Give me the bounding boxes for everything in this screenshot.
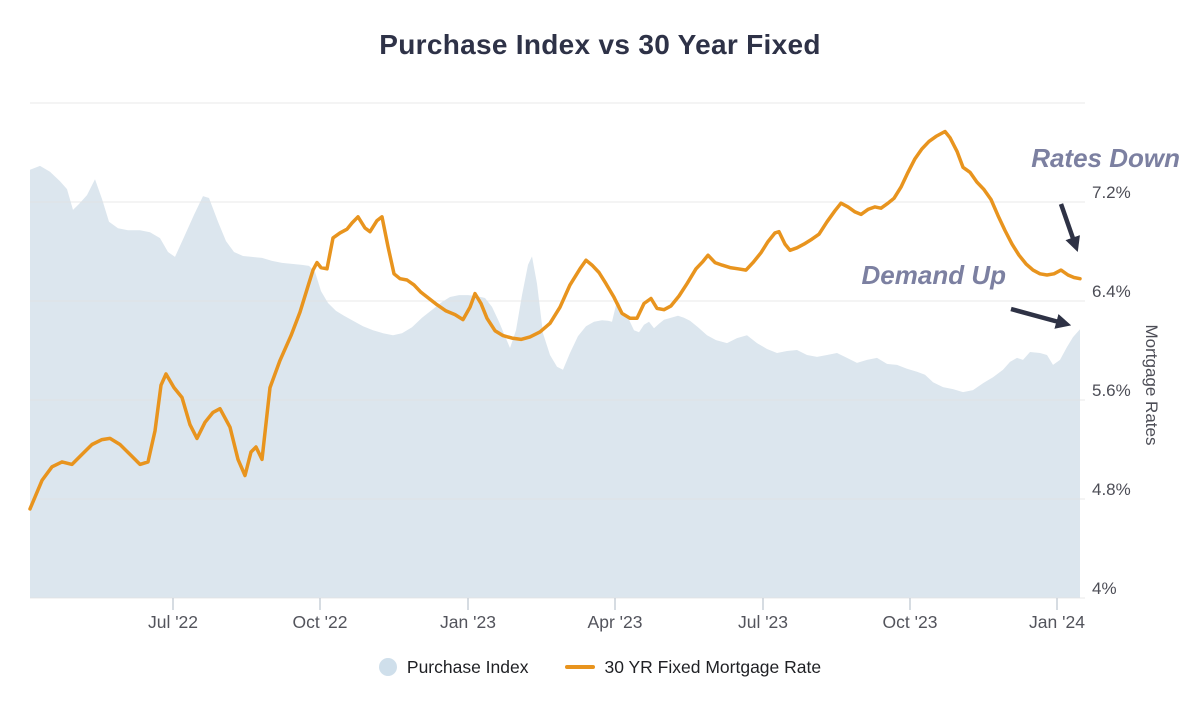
legend-label: Purchase Index <box>406 656 529 677</box>
annotation-arrow <box>1010 306 1072 329</box>
x-axis-label: Jan '23 <box>440 612 496 632</box>
y-axis-label: 7.2% <box>1092 183 1131 202</box>
y-axis-label: 4% <box>1092 579 1117 598</box>
x-axis-label: Oct '22 <box>293 612 348 632</box>
mortgage-rate-line-group <box>28 129 1082 511</box>
annotation-arrows-group <box>1010 203 1080 329</box>
x-axis-label: Oct '23 <box>883 612 938 632</box>
y-axis-label: 4.8% <box>1092 480 1131 499</box>
legend-label: 30 YR Fixed Mortgage Rate <box>604 656 822 677</box>
chart-plot: Jul '22 Oct '22 Jan '23 Apr '23 Jul '23 Oct '… <box>28 102 1161 632</box>
purchase-index-area <box>30 165 1080 598</box>
x-axis-label: Apr '23 <box>588 612 643 632</box>
mortgage-rate-swatch-icon <box>564 665 595 669</box>
y-axis-title: Mortgage Rates <box>1142 325 1161 446</box>
legend-item-mortgage-rate: 30 YR Fixed Mortgage Rate <box>564 656 822 678</box>
y-axis-label: 6.4% <box>1092 282 1131 301</box>
gridlines-group <box>30 102 1085 599</box>
chart-legend: Purchase Index 30 YR Fixed Mortgage Rate <box>0 650 1200 684</box>
x-axis-label: Jul '23 <box>738 612 788 632</box>
annotation-demand-up: Demand Up <box>861 260 1006 290</box>
purchase-index-swatch-icon <box>378 658 397 676</box>
axes-group: Jul '22 Oct '22 Jan '23 Apr '23 Jul '23 Oct '… <box>148 183 1161 632</box>
legend-item-purchase-index: Purchase Index <box>378 656 529 678</box>
page-title: Purchase Index vs 30 Year Fixed <box>379 29 821 60</box>
x-axis-label: Jul '22 <box>148 612 198 632</box>
purchase-index-area-group <box>30 165 1080 598</box>
annotation-arrow <box>1058 203 1080 253</box>
annotation-rates-down: Rates Down <box>1031 143 1180 173</box>
x-axis-label: Jan '24 <box>1029 612 1085 632</box>
mortgage-rate-line <box>28 129 1082 511</box>
y-axis-label: 5.6% <box>1092 381 1131 400</box>
